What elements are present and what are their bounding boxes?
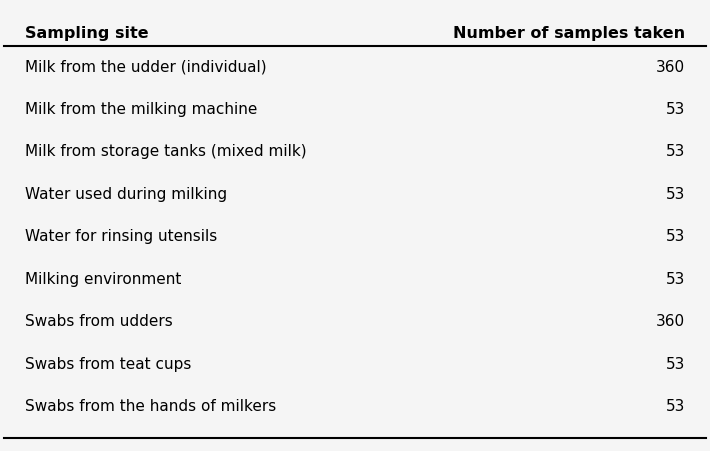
Text: 53: 53 <box>665 230 684 244</box>
Text: 53: 53 <box>665 272 684 287</box>
Text: Milk from storage tanks (mixed milk): Milk from storage tanks (mixed milk) <box>26 144 307 160</box>
Text: Sampling site: Sampling site <box>26 26 149 41</box>
Text: 360: 360 <box>655 314 684 330</box>
Text: 53: 53 <box>665 102 684 117</box>
Text: Milking environment: Milking environment <box>26 272 182 287</box>
Text: Water used during milking: Water used during milking <box>26 187 227 202</box>
Text: Milk from the udder (individual): Milk from the udder (individual) <box>26 60 267 74</box>
Text: 53: 53 <box>665 357 684 372</box>
Text: 53: 53 <box>665 400 684 414</box>
Text: Water for rinsing utensils: Water for rinsing utensils <box>26 230 217 244</box>
Text: Swabs from the hands of milkers: Swabs from the hands of milkers <box>26 400 276 414</box>
Text: Swabs from udders: Swabs from udders <box>26 314 173 330</box>
Text: Milk from the milking machine: Milk from the milking machine <box>26 102 258 117</box>
Text: Swabs from teat cups: Swabs from teat cups <box>26 357 192 372</box>
Text: Number of samples taken: Number of samples taken <box>453 26 684 41</box>
Text: 360: 360 <box>655 60 684 74</box>
Text: 53: 53 <box>665 144 684 160</box>
Text: 53: 53 <box>665 187 684 202</box>
